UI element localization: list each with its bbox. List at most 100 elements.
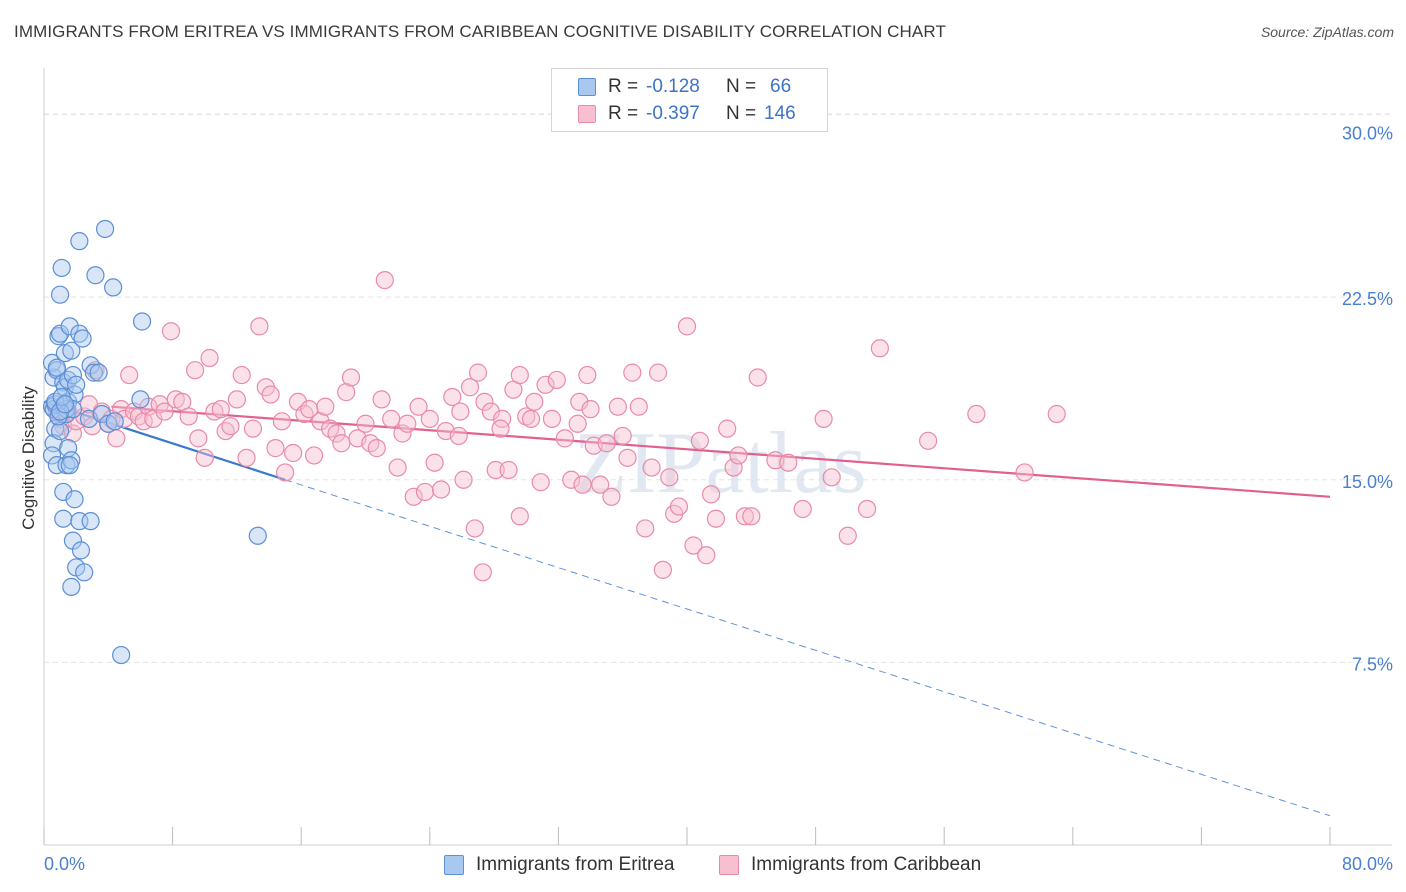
caribbean-point (451, 402, 470, 421)
caribbean-point (186, 361, 205, 380)
bottom-legend-swatch-eritrea (444, 855, 464, 875)
caribbean-point (613, 426, 632, 446)
eritrea-point (54, 482, 73, 502)
caribbean-point (356, 414, 375, 433)
eritrea-point (54, 509, 73, 528)
caribbean-point (660, 468, 679, 487)
caribbean-point (250, 317, 269, 336)
caribbean-point (481, 402, 500, 421)
eritrea-point (60, 317, 79, 336)
caribbean-point (431, 480, 451, 499)
caribbean-point (237, 448, 256, 467)
trend-line-eritrea-extended (284, 479, 1331, 817)
caribbean-point (531, 473, 550, 492)
caribbean-point (562, 470, 581, 489)
caribbean-point (547, 370, 566, 390)
eritrea-point (50, 324, 70, 343)
caribbean-point (573, 475, 592, 494)
caribbean-point (618, 448, 637, 467)
source-credit: Source: ZipAtlas.com (1260, 24, 1394, 40)
caribbean-point (967, 404, 986, 424)
caribbean-point (311, 412, 330, 431)
caribbean-point (398, 414, 417, 433)
caribbean-point (341, 368, 361, 387)
eritrea-point (47, 456, 66, 475)
caribbean-point (327, 424, 346, 443)
legend-r-label: R = (608, 76, 639, 97)
caribbean-point (443, 387, 462, 407)
legend-r-label: R = (608, 103, 639, 124)
caribbean-point (372, 390, 391, 409)
caribbean-point (669, 497, 689, 516)
caribbean-point (521, 409, 541, 428)
eritrea-point (47, 358, 66, 377)
caribbean-point (677, 317, 697, 336)
legend-n-value: 146 (764, 103, 796, 124)
y-axis-title: Cognitive Disability (19, 386, 38, 530)
caribbean-point (189, 429, 208, 448)
caribbean-point (653, 560, 672, 579)
eritrea-point (112, 645, 131, 665)
caribbean-point (221, 417, 240, 436)
caribbean-point (316, 397, 335, 416)
caribbean-point (468, 363, 488, 382)
caribbean-point (261, 385, 280, 404)
eritrea-point (75, 563, 94, 582)
caribbean-point (420, 409, 439, 428)
caribbean-point (227, 390, 246, 409)
caribbean-point (382, 409, 401, 428)
x-tick-label-min: 0.0% (44, 854, 85, 874)
caribbean-point (919, 431, 938, 450)
caribbean-point (629, 397, 648, 416)
eritrea-point (105, 412, 124, 431)
caribbean-point (822, 468, 841, 487)
caribbean-point (415, 482, 435, 502)
caribbean-point (684, 536, 703, 555)
caribbean-point (449, 426, 468, 446)
eritrea-point (95, 219, 115, 239)
caribbean-point (568, 414, 587, 433)
caribbean-point (591, 475, 610, 494)
caribbean-point (284, 443, 303, 463)
caribbean-point (409, 397, 428, 416)
caribbean-point (697, 546, 716, 565)
caribbean-point (491, 419, 510, 438)
caribbean-point (120, 365, 139, 385)
bottom-legend-label-caribbean: Immigrants from Caribbean (751, 854, 982, 875)
eritrea-point (70, 232, 89, 251)
caribbean-point (510, 507, 529, 526)
caribbean-point (499, 460, 518, 480)
caribbean-point (581, 400, 600, 419)
eritrea-point (248, 526, 267, 545)
bottom-legend-eritrea: Immigrants from Eritrea (444, 852, 674, 878)
eritrea-point (73, 329, 92, 348)
caribbean-point (195, 448, 214, 467)
bottom-legend-swatch-caribbean (719, 855, 739, 875)
eritrea-point (86, 266, 105, 285)
caribbean-point (161, 322, 181, 341)
caribbean-point (304, 446, 324, 465)
eritrea-point (81, 512, 100, 531)
caribbean-point (266, 439, 285, 458)
caribbean-point (642, 458, 661, 477)
eritrea-point (65, 490, 84, 509)
caribbean-point (1047, 404, 1066, 424)
series-eritrea-points (42, 219, 267, 665)
bottom-legend-label-eritrea: Immigrants from Eritrea (476, 854, 675, 875)
legend-n-label: N = (726, 76, 757, 97)
legend-r-value: -0.397 (646, 103, 700, 124)
eritrea-point (104, 278, 123, 297)
caribbean-point (404, 487, 423, 506)
eritrea-point (70, 324, 89, 343)
caribbean-point (748, 368, 767, 387)
legend-n-value: 66 (770, 76, 792, 97)
legend-swatch-eritrea (578, 78, 596, 96)
caribbean-point (536, 375, 555, 394)
bottom-legend-caribbean: Immigrants from Caribbean (719, 852, 981, 878)
caribbean-point (375, 270, 394, 290)
caribbean-point (742, 507, 761, 526)
eritrea-point (132, 312, 152, 331)
caribbean-point (706, 509, 726, 528)
y-tick-label: 30.0% (1342, 124, 1393, 144)
